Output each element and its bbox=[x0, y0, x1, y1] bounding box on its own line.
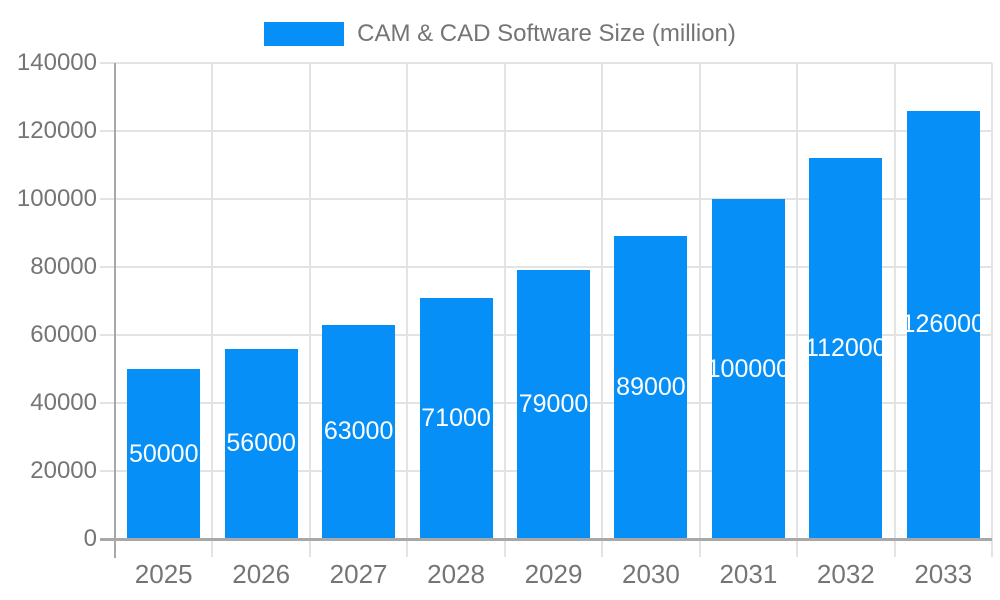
bar-2025: 50000 bbox=[127, 369, 201, 539]
bar-value-label: 63000 bbox=[323, 417, 394, 446]
gridline-vertical bbox=[796, 63, 799, 557]
y-tick-label: 40000 bbox=[30, 389, 97, 416]
bar-2028: 71000 bbox=[419, 297, 493, 539]
bar-value-label: 71000 bbox=[421, 403, 491, 432]
y-axis-line bbox=[114, 63, 116, 558]
gridline-vertical bbox=[211, 63, 214, 557]
bar-2032: 112000 bbox=[805, 158, 887, 539]
y-tick-label: 120000 bbox=[16, 117, 97, 144]
bar-value-label: 100000 bbox=[706, 354, 791, 383]
x-tick-label-2033: 2033 bbox=[914, 559, 973, 589]
gridline-vertical bbox=[503, 63, 506, 557]
x-tick-label-2028: 2028 bbox=[427, 559, 485, 589]
y-tick-label: 60000 bbox=[30, 321, 97, 348]
y-tick-label: 20000 bbox=[30, 457, 97, 484]
bar-2031: 100000 bbox=[707, 199, 790, 539]
x-tick-label-2031: 2031 bbox=[719, 559, 778, 589]
x-axis-line bbox=[100, 538, 992, 541]
bar-value-label: 50000 bbox=[128, 439, 199, 468]
y-axis-tick bbox=[100, 470, 115, 472]
bar-2033: 126000 bbox=[902, 110, 985, 539]
gridline-horizontal bbox=[115, 62, 992, 64]
y-axis-tick bbox=[100, 198, 115, 200]
bar-2030: 89000 bbox=[614, 236, 688, 539]
gridline-vertical bbox=[893, 63, 896, 557]
bar-2029: 79000 bbox=[517, 270, 590, 539]
legend: CAM & CAD Software Size (million) bbox=[0, 20, 1000, 48]
y-tick-label: 100000 bbox=[16, 185, 97, 212]
legend-swatch-icon bbox=[264, 22, 345, 46]
x-tick-label-2025: 2025 bbox=[134, 559, 193, 589]
gridline-vertical bbox=[991, 63, 993, 557]
x-tick-label-2027: 2027 bbox=[329, 559, 388, 589]
bar-value-label: 79000 bbox=[518, 390, 589, 419]
bar-value-label: 56000 bbox=[226, 429, 296, 458]
x-tick-label-2032: 2032 bbox=[816, 559, 875, 589]
y-axis-tick bbox=[100, 62, 115, 64]
x-tick-label-2026: 2026 bbox=[232, 559, 291, 589]
y-axis-tick bbox=[100, 130, 115, 132]
bar-value-label: 112000 bbox=[805, 334, 887, 363]
x-tick-label-2029: 2029 bbox=[524, 559, 583, 589]
gridline-horizontal bbox=[115, 266, 992, 268]
legend-label: CAM & CAD Software Size (million) bbox=[357, 20, 736, 47]
y-tick-label: 80000 bbox=[30, 253, 97, 280]
bar-value-label: 126000 bbox=[901, 310, 985, 339]
gridline-vertical bbox=[601, 63, 604, 557]
gridline-vertical bbox=[308, 63, 311, 557]
bar-2026: 56000 bbox=[224, 348, 298, 539]
y-axis-tick bbox=[100, 266, 115, 268]
y-axis-tick bbox=[100, 402, 115, 404]
x-tick-label-2030: 2030 bbox=[622, 559, 680, 589]
bar-value-label: 89000 bbox=[616, 373, 686, 402]
y-axis-tick bbox=[100, 334, 115, 336]
y-tick-label: 140000 bbox=[16, 49, 97, 76]
gridline-vertical bbox=[406, 63, 409, 557]
bar-2027: 63000 bbox=[322, 324, 396, 539]
gridline-vertical bbox=[698, 63, 701, 557]
legend-item-series[interactable]: CAM & CAD Software Size (million) bbox=[264, 20, 736, 48]
gridline-horizontal bbox=[115, 198, 992, 200]
gridline-horizontal bbox=[115, 130, 992, 132]
y-tick-label: 0 bbox=[83, 525, 97, 552]
